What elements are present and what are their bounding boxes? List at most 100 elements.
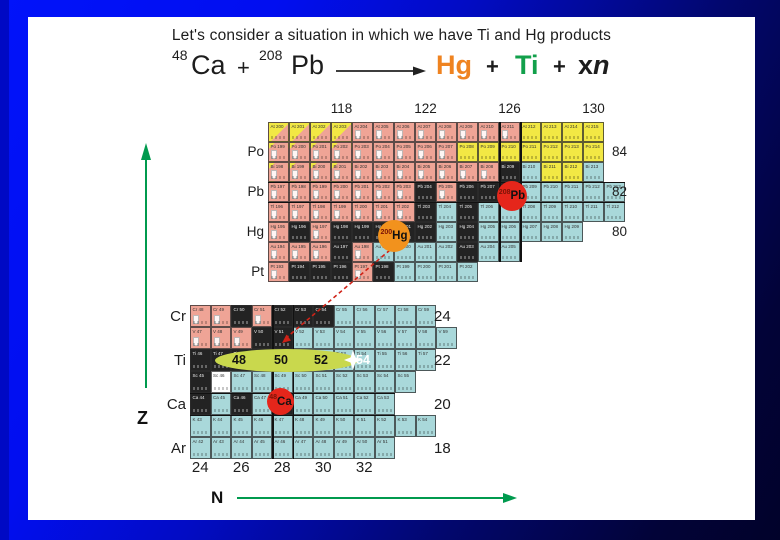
nuclide-cell-ar-45: Ar 45 xyxy=(251,437,272,459)
nuclide-cell-pb-211: Pb 211 xyxy=(562,182,583,202)
nuclide-cell-cr-52: Cr 52 xyxy=(272,305,293,327)
nuclide-cell-pb-204: Pb 204 xyxy=(415,182,436,202)
nuclide-cell-cr-55: Cr 55 xyxy=(333,305,354,327)
magic-number-line xyxy=(292,305,294,459)
nuclide-cell-tl-199: Tl 199 xyxy=(331,202,352,222)
nuclide-cell-ar-44: Ar 44 xyxy=(231,437,252,459)
nuclide-cell-at-209: At 209 xyxy=(457,122,478,142)
nuclide-cell-bi-201: Bi 201 xyxy=(331,162,352,182)
nuclide-cell-po-199: Po 199 xyxy=(268,142,289,162)
nuclide-cell-hg-198: Hg 198 xyxy=(331,222,352,242)
nuclide-cell-cr-56: Cr 56 xyxy=(354,305,375,327)
nuclide-cell-v-52: V 52 xyxy=(292,327,313,349)
nuclide-cell-po-206: Po 206 xyxy=(415,142,436,162)
element-row-label-cr: Cr xyxy=(170,308,186,325)
z-number-label-84: 84 xyxy=(612,144,628,159)
nuclide-cell-k-44: K 44 xyxy=(210,415,231,437)
nuclide-cell-au-202: Au 202 xyxy=(436,242,457,262)
nuclide-cell-v-49: V 49 xyxy=(231,327,252,349)
nuclide-cell-k-50: K 50 xyxy=(333,415,354,437)
nuclide-cell-at-206: At 206 xyxy=(394,122,415,142)
n-tick-118: 118 xyxy=(330,101,353,116)
nuclide-cell-hg-206: Hg 206 xyxy=(499,222,520,242)
nuclide-cell-pt-197: Pt 197 xyxy=(352,262,373,282)
nuclide-cell-bi-199: Bi 199 xyxy=(289,162,310,182)
nuclide-cell-sc-55: Sc 55 xyxy=(395,371,416,393)
nuclide-cell-pt-201: Pt 201 xyxy=(436,262,457,282)
nuclide-cell-ar-47: Ar 47 xyxy=(292,437,313,459)
magic-number-line xyxy=(190,392,395,394)
equation-plus-2: + xyxy=(486,54,499,79)
nuclide-cell-at-200: At 200 xyxy=(268,122,289,142)
nuclide-cell-ca-46: Ca 46 xyxy=(231,393,252,415)
n-tick-122: 122 xyxy=(414,101,437,116)
nuclide-cell-pb-202: Pb 202 xyxy=(373,182,394,202)
ti-50-label: 50 xyxy=(274,353,288,367)
nuclide-cell-v-59: V 59 xyxy=(436,327,457,349)
nuclide-cell-pt-196: Pt 196 xyxy=(331,262,352,282)
nuclide-cell-pt-195: Pt 195 xyxy=(310,262,331,282)
nuclide-cell-ca-45: Ca 45 xyxy=(210,393,231,415)
z-number-label-18: 18 xyxy=(434,440,451,457)
nuclide-cell-au-197: Au 197 xyxy=(331,242,352,262)
frame-left-edge xyxy=(0,0,9,540)
equation-target: Pb xyxy=(291,50,325,80)
nuclide-cell-tl-202: Tl 202 xyxy=(394,202,415,222)
magic-number-line xyxy=(268,201,625,203)
slide-title: Let's consider a situation in which we h… xyxy=(171,27,612,44)
nuclide-cell-at-208: At 208 xyxy=(436,122,457,142)
equation-projectile-mass: 48 xyxy=(172,47,188,63)
nuclide-cell-pb-203: Pb 203 xyxy=(394,182,415,202)
nuclide-cell-v-57: V 57 xyxy=(395,327,416,349)
nuclide-cell-ca-49: Ca 49 xyxy=(292,393,313,415)
nuclide-cell-sc-45: Sc 45 xyxy=(190,371,211,393)
nuclide-cell-pb-206: Pb 206 xyxy=(457,182,478,202)
z-number-label-82: 82 xyxy=(612,184,628,199)
nuclide-cell-v-54: V 54 xyxy=(333,327,354,349)
element-row-label-pt: Pt xyxy=(251,264,264,279)
nuclide-cell-at-203: At 203 xyxy=(331,122,352,142)
element-row-label-pb: Pb xyxy=(247,184,264,199)
nuclide-cell-tl-212: Tl 212 xyxy=(604,202,625,222)
nuclide-cell-ar-43: Ar 43 xyxy=(210,437,231,459)
nuclide-cell-cr-58: Cr 58 xyxy=(395,305,416,327)
nuclide-cell-bi-200: Bi 200 xyxy=(310,162,331,182)
nuclide-cell-v-47: V 47 xyxy=(190,327,211,349)
nuclide-cell-au-198: Au 198 xyxy=(352,242,373,262)
nuclide-cell-au-195: Au 195 xyxy=(289,242,310,262)
nuclide-cell-bi-204: Bi 204 xyxy=(394,162,415,182)
n-tick-26: 26 xyxy=(232,459,250,476)
element-row-label-hg: Hg xyxy=(246,224,264,239)
nuclide-cell-at-202: At 202 xyxy=(310,122,331,142)
nuclide-cell-cr-50: Cr 50 xyxy=(231,305,252,327)
nuclide-cell-cr-53: Cr 53 xyxy=(292,305,313,327)
n-tick-130: 130 xyxy=(582,101,605,116)
nuclide-cell-au-203: Au 203 xyxy=(457,242,478,262)
nuclide-cell-hg-196: Hg 196 xyxy=(289,222,310,242)
nuclide-cell-at-214: At 214 xyxy=(562,122,583,142)
nuclide-cell-ti-56: Ti 56 xyxy=(395,349,416,371)
nuclide-cell-po-200: Po 200 xyxy=(289,142,310,162)
nuclide-cell-tl-203: Tl 203 xyxy=(415,202,436,222)
nuclide-cell-ca-50: Ca 50 xyxy=(313,393,334,415)
nuclide-cell-hg-207: Hg 207 xyxy=(520,222,541,242)
nuclide-cell-au-201: Au 201 xyxy=(415,242,436,262)
nuclide-cell-k-53: K 53 xyxy=(395,415,416,437)
equation-product-ti: Ti xyxy=(515,50,539,80)
nuclide-cell-v-50: V 50 xyxy=(251,327,272,349)
nuclide-cell-sc-46: Sc 46 xyxy=(210,371,231,393)
nuclide-cell-pt-198: Pt 198 xyxy=(373,262,394,282)
n-tick-32: 32 xyxy=(355,459,373,476)
nuclide-cell-sc-54: Sc 54 xyxy=(374,371,395,393)
nuclide-cell-bi-202: Bi 202 xyxy=(352,162,373,182)
equation-plus-3: + xyxy=(553,54,566,79)
nuclide-cell-k-51: K 51 xyxy=(354,415,375,437)
nuclide-cell-k-45: K 45 xyxy=(231,415,252,437)
nuclide-cell-k-46: K 46 xyxy=(251,415,272,437)
nuclide-cell-po-205: Po 205 xyxy=(394,142,415,162)
nuclide-cell-tl-201: Tl 201 xyxy=(373,202,394,222)
nuclide-cell-tl-200: Tl 200 xyxy=(352,202,373,222)
nuclide-cell-hg-208: Hg 208 xyxy=(541,222,562,242)
nuclide-cell-po-210: Po 210 xyxy=(499,142,520,162)
